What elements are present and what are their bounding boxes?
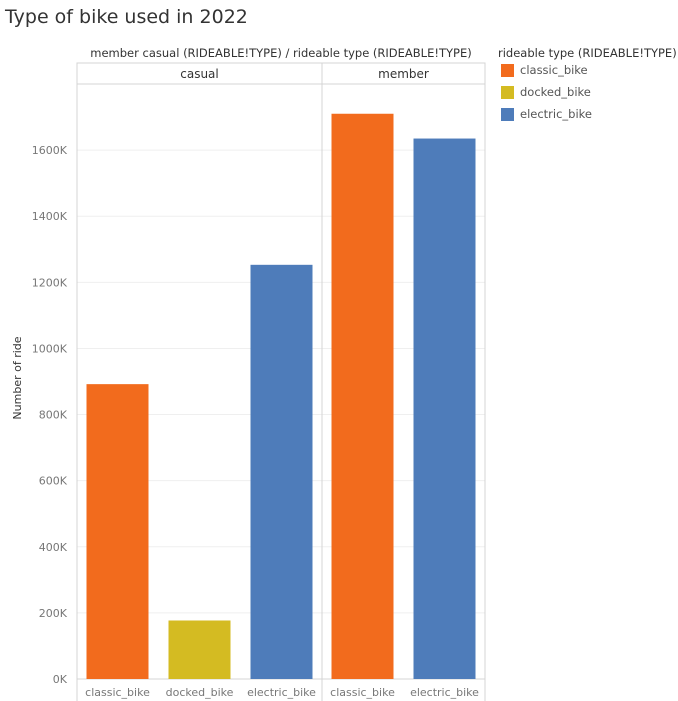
- legend-label: docked_bike: [520, 85, 591, 99]
- legend-title: rideable type (RIDEABLE!TYPE): [498, 46, 677, 60]
- x-tick-labels: classic_bike docked_bike electric_bike clas…: [85, 686, 479, 699]
- x-tick-label: classic_bike: [85, 686, 150, 699]
- y-tick-label: 200K: [39, 607, 68, 620]
- y-tick-label: 1200K: [32, 276, 68, 289]
- bar-casual-classic-bike[interactable]: [86, 384, 149, 679]
- bars: [86, 113, 476, 679]
- y-tick-label: 400K: [39, 541, 68, 554]
- x-tick-label: electric_bike: [247, 686, 316, 699]
- y-tick-label: 1000K: [32, 342, 68, 355]
- legend: rideable type (RIDEABLE!TYPE) classic_bi…: [498, 46, 677, 126]
- x-tick-label: classic_bike: [330, 686, 395, 699]
- y-tick-label: 600K: [39, 475, 68, 488]
- legend-swatch-docked-bike: [501, 86, 514, 99]
- legend-item-electric-bike[interactable]: electric_bike: [498, 106, 677, 126]
- panel-label-member: member: [378, 67, 429, 81]
- y-tick-label: 1600K: [32, 144, 68, 157]
- y-tick-label: 0K: [53, 673, 68, 686]
- x-tick-label: docked_bike: [166, 686, 234, 699]
- legend-label: classic_bike: [520, 63, 588, 77]
- y-ticks: 0K 200K 400K 600K 800K 1000K 1200K 1400K 1600K: [32, 144, 68, 686]
- y-tick-label: 1400K: [32, 210, 68, 223]
- panel-label-casual: casual: [180, 67, 219, 81]
- bar-member-classic-bike[interactable]: [331, 113, 394, 679]
- legend-swatch-classic-bike: [501, 64, 514, 77]
- x-tick-label: electric_bike: [410, 686, 479, 699]
- y-tick-label: 800K: [39, 409, 68, 422]
- legend-item-classic-bike[interactable]: classic_bike: [498, 62, 677, 82]
- bar-casual-electric-bike[interactable]: [250, 264, 313, 679]
- legend-label: electric_bike: [520, 107, 592, 121]
- legend-swatch-electric-bike: [501, 108, 514, 121]
- y-axis-label: Number of ride: [11, 336, 24, 419]
- bar-casual-docked-bike[interactable]: [168, 620, 231, 679]
- legend-item-docked-bike[interactable]: docked_bike: [498, 84, 677, 104]
- bar-member-electric-bike[interactable]: [413, 138, 476, 679]
- column-header: member casual (RIDEABLE!TYPE) / rideable…: [90, 46, 472, 60]
- chart-title: Type of bike used in 2022: [5, 6, 248, 28]
